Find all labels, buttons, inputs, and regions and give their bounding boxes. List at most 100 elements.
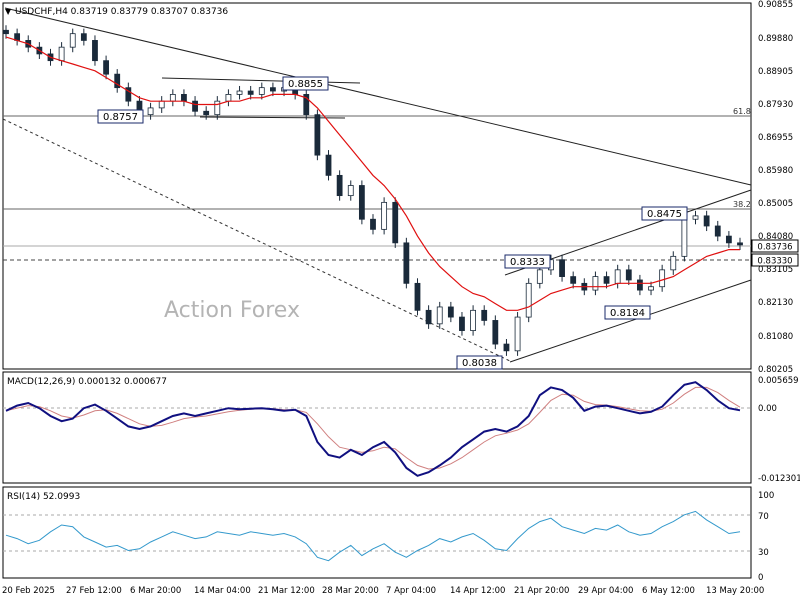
x-tick: 29 Apr 04:00 bbox=[578, 586, 633, 596]
candle-body bbox=[247, 90, 254, 95]
x-tick: 21 Mar 12:00 bbox=[258, 586, 315, 596]
main-y-tick: 0.87930 bbox=[758, 100, 793, 110]
candle-body bbox=[536, 269, 543, 284]
x-tick: 21 Apr 20:00 bbox=[514, 586, 569, 596]
current-price-tag: 0.83736 bbox=[751, 239, 799, 253]
level-price-text: 0.83330 bbox=[757, 257, 792, 267]
pivot-label-8475: 0.8475 bbox=[641, 206, 688, 221]
candle-body bbox=[92, 40, 98, 62]
candle-body bbox=[592, 276, 599, 291]
candle-body bbox=[158, 100, 165, 109]
candles-group bbox=[3, 25, 743, 356]
candle-body bbox=[214, 100, 221, 116]
rsi-y-tick: 30 bbox=[758, 548, 769, 558]
fib-label-618: 61.8 bbox=[733, 107, 751, 116]
candle-body bbox=[347, 185, 354, 197]
candle-body bbox=[270, 87, 276, 92]
candle-body bbox=[392, 201, 399, 244]
pivot-label-8757: 0.8757 bbox=[97, 109, 144, 124]
x-tick: 28 Mar 20:00 bbox=[322, 586, 379, 596]
pivot-text-8855: 0.8855 bbox=[288, 79, 323, 90]
candle-body bbox=[659, 269, 666, 288]
candle-body bbox=[58, 46, 65, 62]
x-tick: 6 Mar 20:00 bbox=[130, 586, 181, 596]
long-downtrend-line bbox=[4, 7, 752, 186]
pivot-text-8475: 0.8475 bbox=[647, 209, 682, 220]
candle-body bbox=[114, 73, 121, 89]
candle-body bbox=[503, 343, 510, 352]
range-bottom-line bbox=[199, 116, 346, 119]
pivot-text-8333: 0.8333 bbox=[510, 257, 545, 268]
rsi-header: RSI(14) 52.0993 bbox=[7, 492, 80, 502]
main-y-tick: 0.85980 bbox=[758, 166, 793, 176]
main-header-icon: ▼ bbox=[5, 7, 12, 16]
rsi-line bbox=[5, 510, 741, 562]
candle-body bbox=[470, 309, 476, 331]
fib-label-382: 38.2 bbox=[733, 200, 751, 209]
main-y-axis: 0.90855 0.89880 0.88905 0.87930 0.86955 … bbox=[758, 0, 793, 375]
candle-body bbox=[737, 242, 743, 246]
macd-signal-line bbox=[5, 386, 741, 470]
candle-body bbox=[681, 218, 688, 257]
candle-body bbox=[670, 255, 677, 271]
moving-average-group bbox=[5, 36, 740, 311]
candle-body bbox=[325, 154, 332, 176]
pivot-text-8038: 0.8038 bbox=[462, 358, 497, 369]
candle-body bbox=[169, 94, 176, 102]
macd-group bbox=[5, 381, 741, 477]
candle-body bbox=[236, 90, 243, 95]
candle-body bbox=[603, 276, 610, 284]
candle-body bbox=[370, 218, 376, 230]
pivot-label-8333: 0.8333 bbox=[504, 254, 551, 269]
candle-body bbox=[303, 94, 310, 116]
candle-body bbox=[625, 269, 632, 281]
main-y-tick: 0.86955 bbox=[758, 133, 793, 143]
main-y-tick: 0.90855 bbox=[758, 0, 793, 10]
candle-body bbox=[637, 279, 643, 291]
current-price-text: 0.83736 bbox=[757, 243, 792, 253]
candle-body bbox=[381, 201, 388, 230]
candle-body bbox=[258, 87, 265, 95]
candle-body bbox=[147, 107, 154, 116]
candle-body bbox=[403, 242, 410, 284]
main-y-tick: 0.88905 bbox=[758, 67, 793, 77]
macd-line bbox=[5, 381, 741, 477]
candle-body bbox=[514, 316, 521, 352]
x-tick: 20 Feb 2025 bbox=[2, 586, 55, 596]
pivot-text-8184: 0.8184 bbox=[610, 308, 645, 319]
candle-body bbox=[192, 100, 198, 112]
x-tick: 6 May 12:00 bbox=[642, 586, 695, 596]
main-y-tick: 0.85005 bbox=[758, 199, 793, 209]
pivot-label-8038: 0.8038 bbox=[456, 355, 503, 370]
x-tick: 13 May 20:00 bbox=[706, 586, 764, 596]
candle-body bbox=[459, 316, 465, 331]
candle-body bbox=[125, 87, 132, 102]
candle-body bbox=[436, 306, 443, 325]
rsi-group bbox=[5, 510, 741, 562]
candle-body bbox=[80, 33, 87, 41]
candle-body bbox=[425, 309, 432, 325]
candle-body bbox=[481, 309, 488, 321]
candle-body bbox=[181, 94, 187, 102]
candle-body bbox=[203, 110, 210, 116]
pivot-label-8855: 0.8855 bbox=[282, 76, 329, 91]
macd-header: MACD(12,26,9) 0.000132 0.000677 bbox=[7, 377, 167, 387]
candle-body bbox=[492, 320, 499, 345]
level-price-tag: 0.83330 bbox=[751, 253, 799, 267]
rsi-y-tick: 0 bbox=[758, 573, 763, 583]
candle-body bbox=[69, 33, 76, 48]
candle-body bbox=[3, 29, 9, 35]
candle-body bbox=[570, 276, 577, 284]
candle-body bbox=[559, 259, 565, 277]
x-tick: 14 Mar 04:00 bbox=[194, 586, 251, 596]
x-tick: 7 Apr 04:00 bbox=[386, 586, 436, 596]
channel-lower-line bbox=[509, 279, 752, 363]
main-y-tick: 0.84080 bbox=[758, 232, 793, 242]
candle-body bbox=[358, 185, 365, 220]
dashed-downtrend-line bbox=[2, 118, 511, 362]
main-y-tick: 0.80205 bbox=[758, 365, 793, 375]
x-tick: 27 Feb 12:00 bbox=[66, 586, 122, 596]
candle-body bbox=[314, 114, 321, 156]
